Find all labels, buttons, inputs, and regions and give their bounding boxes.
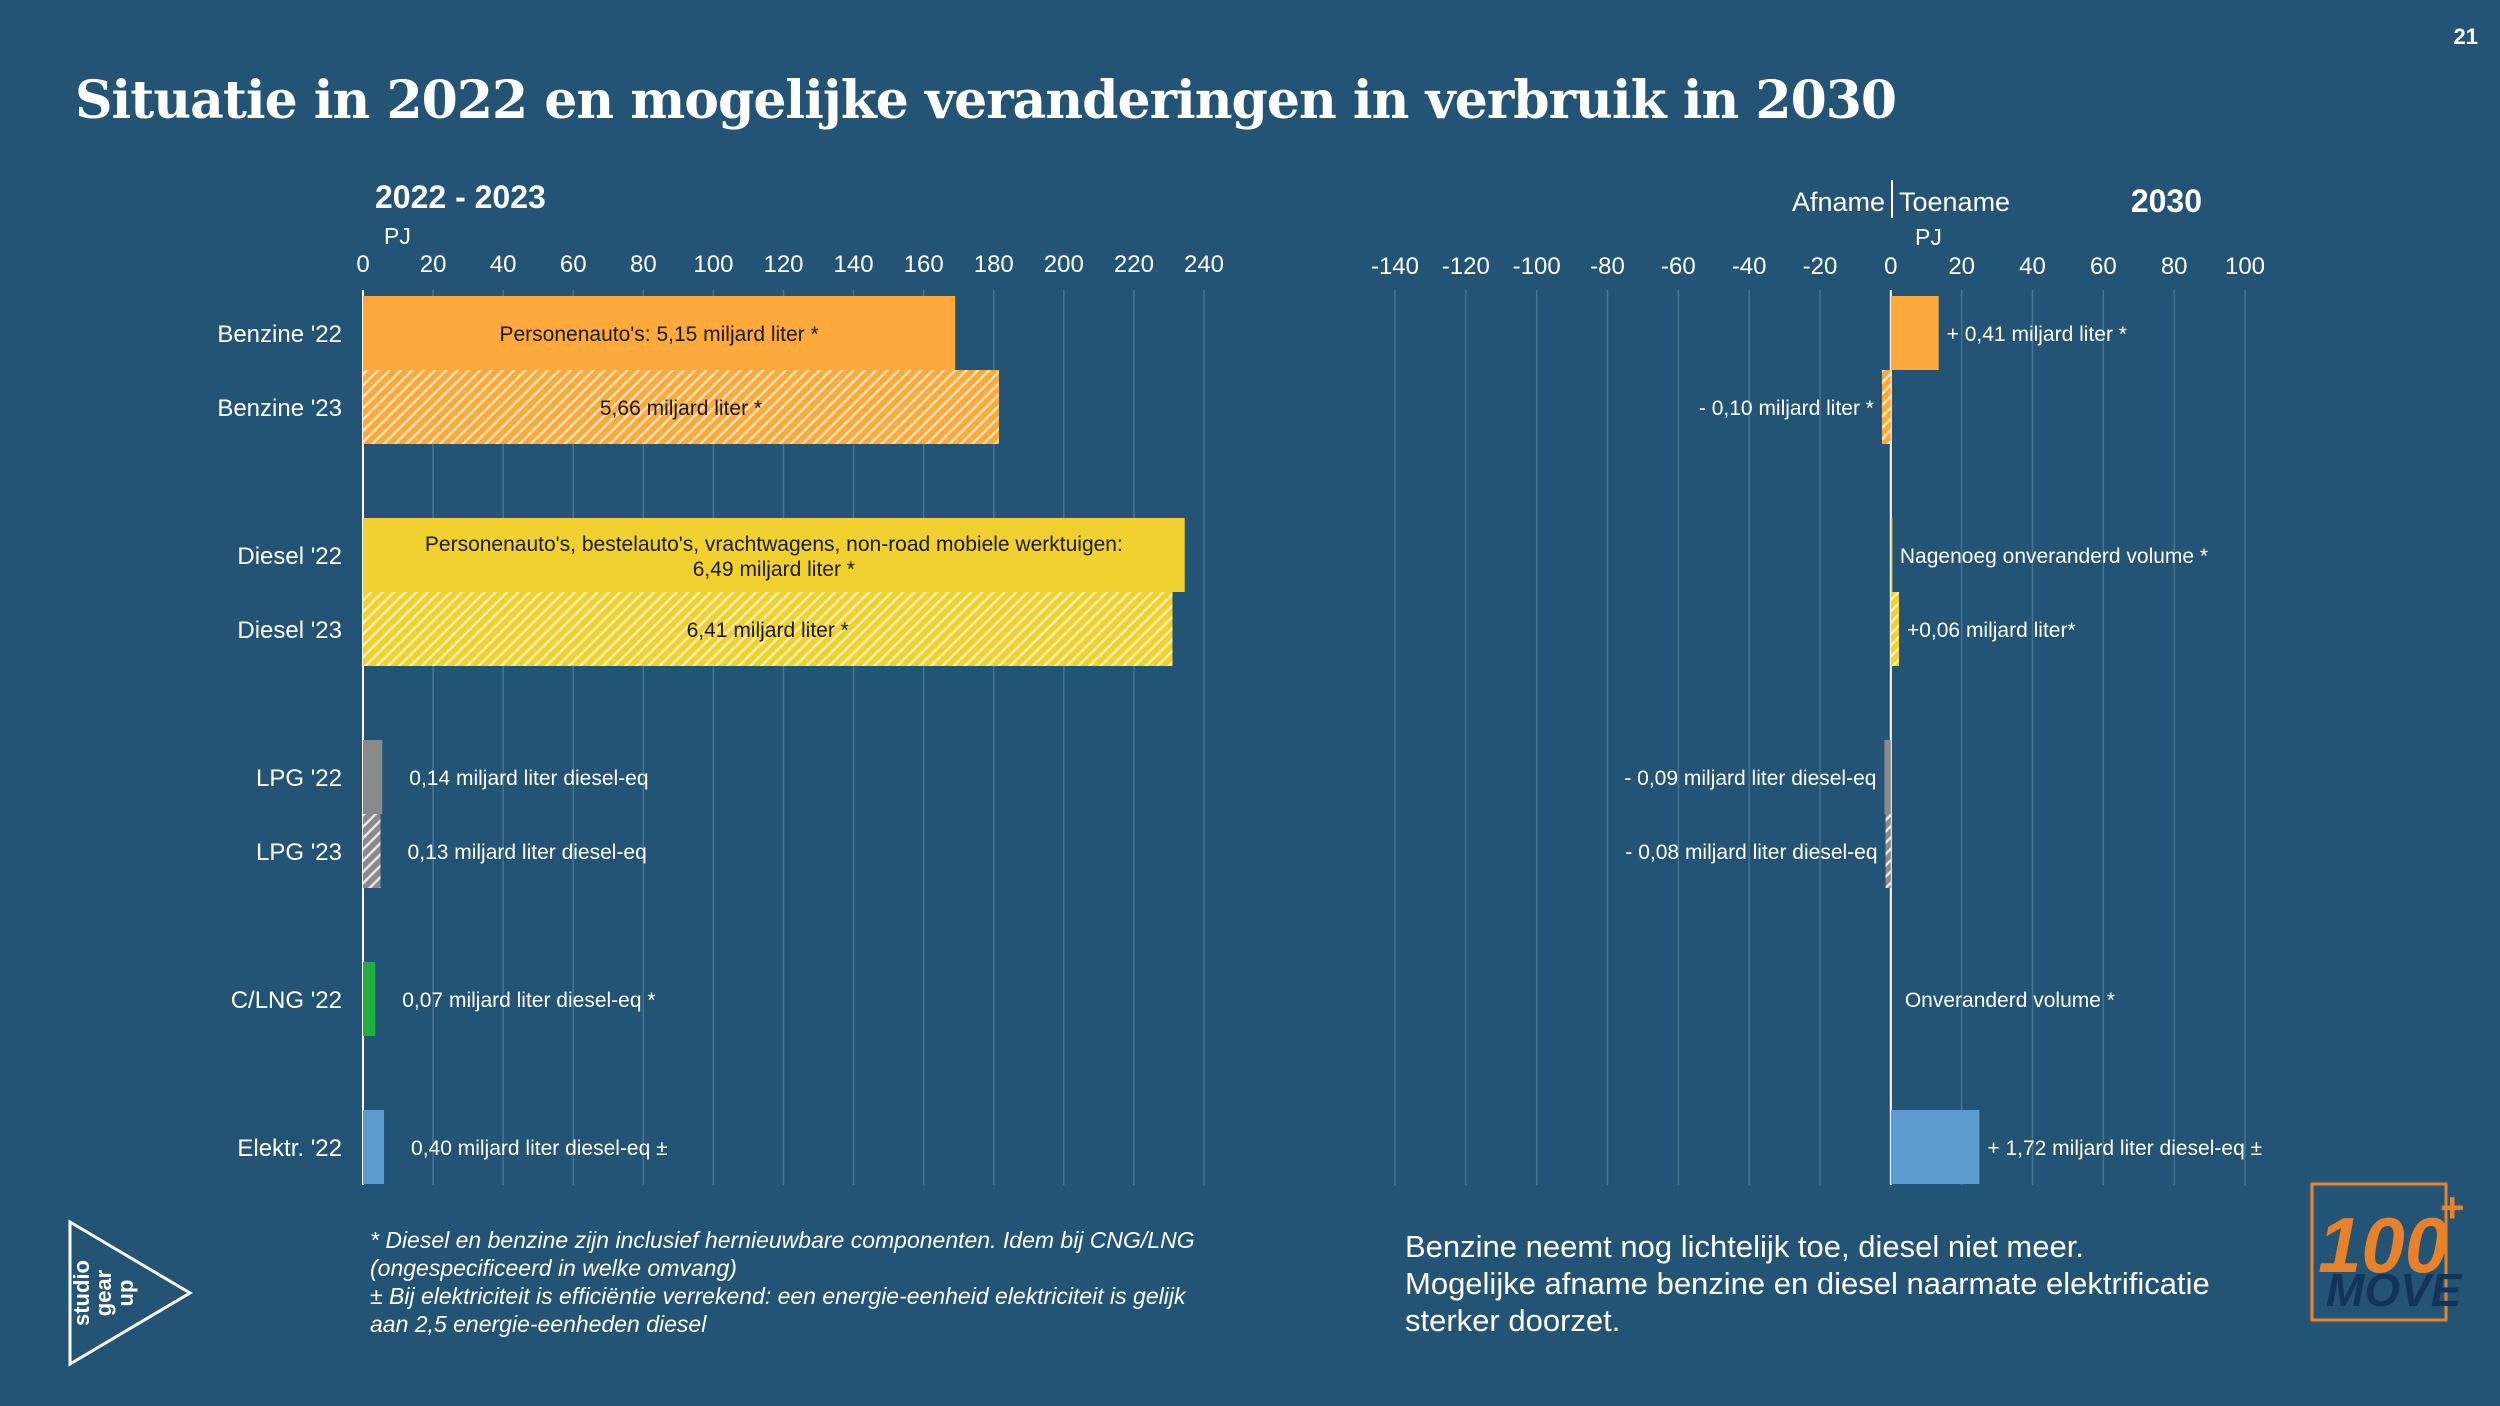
data-label: - 0,08 miljard liter diesel-eq <box>1625 841 1877 864</box>
left-tick-label: 20 <box>420 251 447 278</box>
logo-right-plus: + <box>2440 1184 2465 1231</box>
left-tick-label: 0 <box>356 251 369 278</box>
right-tick-label: -100 <box>1513 253 1561 280</box>
data-label: 6,41 miljard liter * <box>687 619 849 642</box>
right-tick-label: 0 <box>1884 253 1897 280</box>
data-label: - 0,09 miljard liter diesel-eq <box>1624 767 1876 790</box>
right-tick-label: 20 <box>1948 253 1975 280</box>
category-label: LPG '23 <box>256 839 342 866</box>
data-label: Personenauto's: 5,15 miljard liter * <box>500 323 819 346</box>
category-label: Elektr. '22 <box>237 1135 342 1162</box>
data-label: + 1,72 miljard liter diesel-eq ± <box>1987 1137 2262 1160</box>
category-label: Diesel '22 <box>237 543 342 570</box>
left-tick-label: 200 <box>1044 251 1084 278</box>
right-chart-afname-label: Afname <box>1792 187 1885 217</box>
left-tick-label: 120 <box>763 251 803 278</box>
left-tick-label: 220 <box>1114 251 1154 278</box>
footnote-biofuels: * Diesel en benzine zijn inclusief herni… <box>370 1227 1195 1281</box>
left-tick-label: 60 <box>560 251 587 278</box>
bar <box>1890 592 1899 666</box>
right-tick-label: -120 <box>1442 253 1490 280</box>
bar <box>363 814 381 888</box>
100-move-logo: 100 MOVE + <box>2310 1182 2465 1322</box>
left-tick-label: 100 <box>693 251 733 278</box>
category-label: Benzine '22 <box>217 321 342 348</box>
logo-left-word-2: gear <box>91 1269 116 1316</box>
data-label: - 0,10 miljard liter * <box>1699 397 1874 420</box>
data-label: +0,06 miljard liter* <box>1907 619 2076 642</box>
right-chart-title: 2030 <box>2131 183 2202 219</box>
data-label: 5,66 miljard liter * <box>600 397 762 420</box>
conclusion-line-2: Mogelijke afname benzine en diesel naarm… <box>1405 1266 2210 1338</box>
right-tick-label: -20 <box>1803 253 1838 280</box>
bar <box>363 962 376 1036</box>
page-title: Situatie in 2022 en mogelijke veranderin… <box>75 70 1897 131</box>
chart-2030: 2030 Afname Toename PJ -140 -120 -100 -80 -6… <box>1371 180 2265 1185</box>
bar <box>363 592 1173 666</box>
data-label: 0,40 miljard liter diesel-eq ± <box>411 1137 668 1160</box>
bar <box>363 370 1000 444</box>
data-label: 0,14 miljard liter diesel-eq <box>409 767 648 790</box>
right-tick-label: -80 <box>1590 253 1625 280</box>
bar <box>363 740 383 814</box>
data-label: 0,13 miljard liter diesel-eq <box>408 841 647 864</box>
data-label: 6,49 miljard liter * <box>693 558 855 581</box>
left-chart-unit: PJ <box>384 223 411 249</box>
right-tick-label: 40 <box>2019 253 2046 280</box>
left-tick-label: 140 <box>834 251 874 278</box>
left-tick-label: 160 <box>904 251 944 278</box>
logo-right-number: 100 <box>2318 1201 2448 1289</box>
category-label: LPG '22 <box>256 765 342 792</box>
chart-2022-2023: 2022 - 2023 PJ 0 20 40 60 80 100 120 140 160 180 2… <box>217 179 1224 1185</box>
studio-gear-up-logo: studio gear up <box>68 1219 193 1367</box>
page-number: 21 <box>2453 24 2478 49</box>
bar <box>1884 740 1891 814</box>
right-tick-label: 60 <box>2090 253 2117 280</box>
category-label: Benzine '23 <box>217 395 342 422</box>
left-tick-label: 40 <box>490 251 517 278</box>
data-label: Onveranderd volume * <box>1905 989 2115 1012</box>
right-chart-unit: PJ <box>1915 224 1942 250</box>
data-label: + 0,41 miljard liter * <box>1947 323 2127 346</box>
conclusion-text: Benzine neemt nog lichtelijk toe, diesel… <box>1405 1228 2305 1339</box>
data-label: Nagenoeg onveranderd volume * <box>1900 545 2208 568</box>
category-label: C/LNG '22 <box>231 987 342 1014</box>
left-tick-label: 80 <box>630 251 657 278</box>
data-label: Personenauto's, bestelauto's, vrachtwage… <box>425 533 1123 556</box>
data-label: 0,07 miljard liter diesel-eq * <box>402 989 655 1012</box>
right-tick-label: 100 <box>2225 253 2265 280</box>
bar <box>363 518 1185 592</box>
bar <box>363 1110 385 1184</box>
right-tick-label: -140 <box>1371 253 1419 280</box>
bar <box>1881 370 1891 444</box>
right-tick-label: -60 <box>1661 253 1696 280</box>
logo-left-word-3: up <box>113 1280 138 1307</box>
bar <box>363 296 956 370</box>
left-chart-title: 2022 - 2023 <box>375 179 546 215</box>
right-tick-label: 80 <box>2161 253 2188 280</box>
right-tick-label: -40 <box>1732 253 1767 280</box>
bar <box>1890 1110 1980 1184</box>
bar <box>1890 296 1939 370</box>
footnote-electricity: ± Bij elektriciteit is efficiëntie verre… <box>370 1283 1186 1337</box>
left-tick-label: 240 <box>1184 251 1224 278</box>
category-label: Diesel '23 <box>237 617 342 644</box>
bar <box>1890 518 1893 592</box>
bar <box>1885 814 1891 888</box>
conclusion-line-1: Benzine neemt nog lichtelijk toe, diesel… <box>1405 1229 2084 1264</box>
logo-left-word-1: studio <box>69 1260 94 1326</box>
logo-right-word: MOVE <box>2326 1264 2463 1316</box>
footnotes: * Diesel en benzine zijn inclusief herni… <box>370 1226 1200 1338</box>
right-chart-toename-label: Toename <box>1899 187 2010 217</box>
left-tick-label: 180 <box>974 251 1014 278</box>
